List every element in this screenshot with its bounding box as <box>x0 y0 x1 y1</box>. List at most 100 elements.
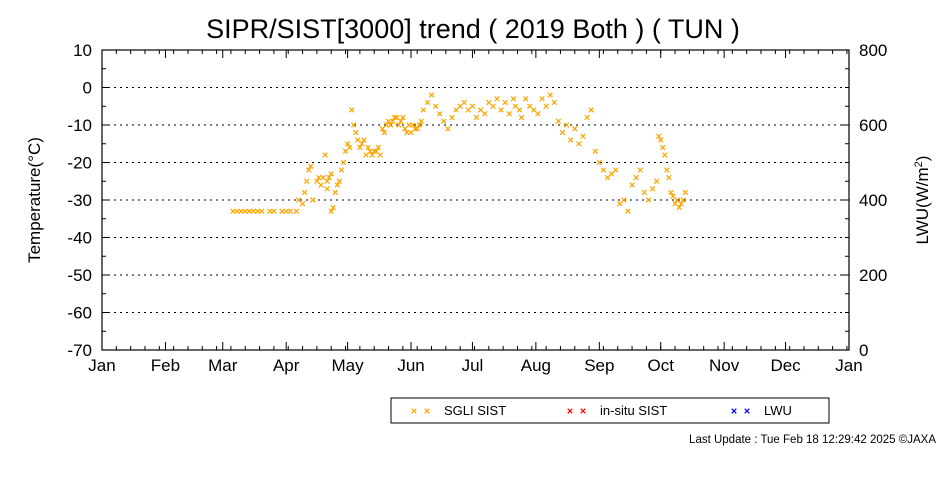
y-tick-label: -70 <box>67 341 92 360</box>
y-tick-label: 10 <box>73 41 92 60</box>
data-point <box>348 107 355 113</box>
data-point <box>676 204 682 211</box>
y-tick-label: -20 <box>67 154 92 173</box>
x-tick-label: Sep <box>584 356 614 375</box>
data-point <box>258 208 265 214</box>
x-tick-label: Feb <box>151 356 180 375</box>
y-tick-label: -10 <box>67 116 92 135</box>
data-point <box>465 107 472 113</box>
data-point <box>457 103 463 109</box>
y2-tick-labels: 800 600 400 200 0 <box>859 41 887 360</box>
data-point <box>406 122 412 128</box>
legend-marker <box>567 408 573 414</box>
data-point <box>314 178 320 184</box>
data-point <box>481 111 488 117</box>
data-point <box>271 208 277 214</box>
data-point <box>299 201 306 207</box>
data-point <box>657 137 664 143</box>
data-point <box>328 208 334 214</box>
y-axis-label: Temperature(°C) <box>25 137 44 263</box>
data-point <box>555 118 562 124</box>
legend-label: LWU <box>764 403 792 418</box>
data-point <box>387 122 394 128</box>
data-point <box>563 122 570 128</box>
data-point <box>604 174 611 181</box>
data-point <box>596 159 603 166</box>
data-point <box>580 133 586 139</box>
legend-marker <box>744 408 750 414</box>
data-point <box>267 208 273 214</box>
legend-marker <box>731 408 737 414</box>
data-point <box>506 111 512 117</box>
data-point <box>246 208 253 214</box>
data-point <box>389 118 396 124</box>
data-point <box>377 152 384 158</box>
legend-label: SGLI SIST <box>444 403 506 418</box>
data-point <box>660 144 666 151</box>
data-point <box>653 178 660 184</box>
data-point <box>486 99 492 106</box>
y2-tick-label: 800 <box>859 41 887 60</box>
data-point <box>424 99 431 106</box>
legend-marker <box>411 408 417 414</box>
data-point <box>346 144 353 151</box>
data-point <box>666 174 672 181</box>
data-point <box>310 197 316 203</box>
data-point <box>305 167 312 173</box>
data-point <box>371 148 377 154</box>
data-point <box>588 107 594 113</box>
data-point <box>645 197 652 203</box>
data-point <box>649 186 656 192</box>
data-point <box>512 103 519 109</box>
data-point <box>612 167 619 173</box>
data-point <box>621 197 627 203</box>
data-point <box>351 122 357 128</box>
legend-item-in-situ-sist: in-situ SIST <box>567 403 667 418</box>
data-point <box>473 114 480 121</box>
legend-box <box>390 397 830 424</box>
data-point <box>355 137 361 143</box>
legend-marker <box>580 408 586 414</box>
data-point <box>250 208 257 214</box>
x-tick-label: Mar <box>208 356 238 375</box>
data-point <box>332 189 339 196</box>
data-point <box>674 197 680 203</box>
data-point <box>637 167 643 173</box>
data-point <box>539 96 545 102</box>
data-point <box>567 137 574 143</box>
data-point <box>592 148 598 154</box>
data-point <box>522 96 529 102</box>
y2-axis-label-main: LWU(W/m <box>913 167 932 244</box>
x-tick-label: Jul <box>462 356 484 375</box>
grid-lines <box>102 87 849 313</box>
data-point <box>234 208 240 214</box>
data-point <box>655 133 662 139</box>
data-point <box>287 208 294 214</box>
y-tick-label: -60 <box>67 304 92 323</box>
legend-item-lwu: LWU <box>731 403 792 418</box>
y2-tick-label: 600 <box>859 116 887 135</box>
data-point <box>629 182 635 188</box>
data-point <box>324 186 330 192</box>
data-point <box>359 141 365 147</box>
data-point <box>416 122 422 128</box>
data-point <box>682 189 688 196</box>
data-point <box>293 208 300 214</box>
data-point <box>303 178 310 184</box>
data-point <box>328 171 334 177</box>
data-point <box>381 129 388 136</box>
data-points <box>230 92 688 214</box>
data-point <box>412 126 418 132</box>
last-update-footer: Last Update : Tue Feb 18 12:29:42 2025 ©… <box>689 434 936 446</box>
data-point <box>662 152 668 158</box>
data-point <box>680 197 686 203</box>
x-tick-label: Oct <box>647 356 674 375</box>
data-point <box>498 107 504 113</box>
data-point <box>342 148 349 154</box>
data-point <box>670 193 676 199</box>
data-point <box>600 167 607 173</box>
data-point <box>324 178 330 184</box>
legend: SGLI SIST in-situ SIST LWU <box>390 397 830 424</box>
x-tick-label: Apr <box>273 356 300 375</box>
data-point <box>334 182 341 188</box>
